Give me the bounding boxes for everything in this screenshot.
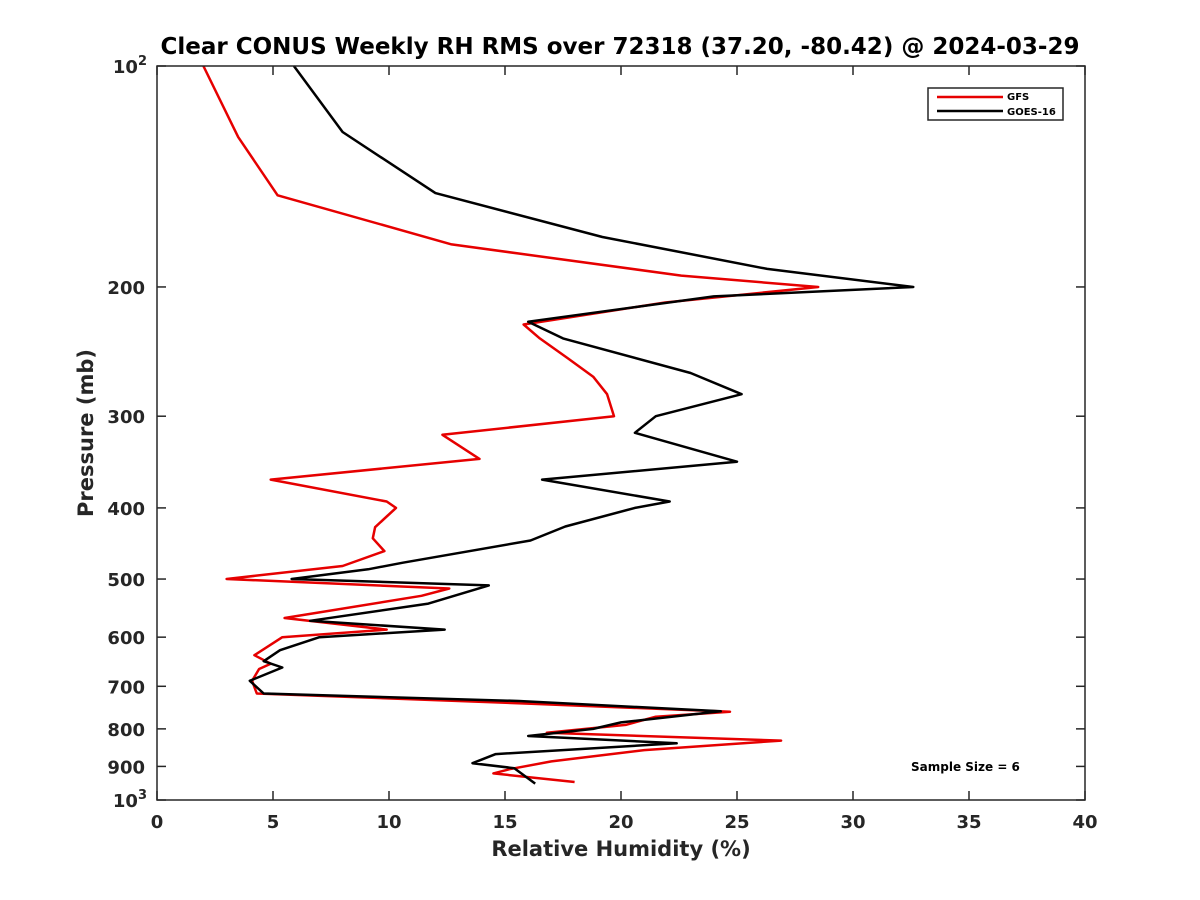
x-tick-label: 20 (608, 812, 633, 833)
x-tick-label: 25 (724, 812, 749, 833)
chart-title: Clear CONUS Weekly RH RMS over 72318 (37… (161, 34, 1080, 60)
y-tick-label: 700 (107, 677, 145, 698)
y-tick-label: 102 (113, 54, 147, 78)
y-tick-label: 900 (107, 757, 145, 778)
x-tick-label: 40 (1072, 812, 1097, 833)
x-tick-label: 0 (151, 812, 164, 833)
legend-entry-gfs: GFS (1007, 92, 1029, 103)
y-tick-label: 600 (107, 628, 145, 649)
x-tick-label: 5 (267, 812, 280, 833)
y-axis-label: Pressure (mb) (74, 349, 98, 517)
x-tick-label: 15 (492, 812, 517, 833)
plot-area (202, 65, 915, 785)
sample-size-annotation: Sample Size = 6 (911, 760, 1020, 774)
series-line-goes16 (248, 65, 915, 785)
y-tick-label: 300 (107, 407, 145, 428)
x-tick-label: 30 (840, 812, 865, 833)
series-line-gfs (202, 65, 820, 784)
y-tick-label: 400 (107, 499, 145, 520)
x-tick-label: 10 (376, 812, 401, 833)
y-tick-label: 103 (113, 788, 147, 812)
plot-frame (156, 65, 1086, 801)
x-tick-label: 35 (956, 812, 981, 833)
legend: GFS GOES-16 (927, 87, 1064, 121)
axis-ticks: 0 5 10 15 20 25 30 35 40 102 200 300 400 500 600 700 800… (107, 54, 1097, 833)
y-tick-label: 200 (107, 278, 145, 299)
legend-box (927, 87, 1064, 121)
x-axis-label: Relative Humidity (%) (491, 837, 750, 861)
y-tick-label: 500 (107, 570, 145, 591)
y-tick-label: 800 (107, 720, 145, 741)
legend-entry-goes16: GOES-16 (1007, 107, 1056, 118)
